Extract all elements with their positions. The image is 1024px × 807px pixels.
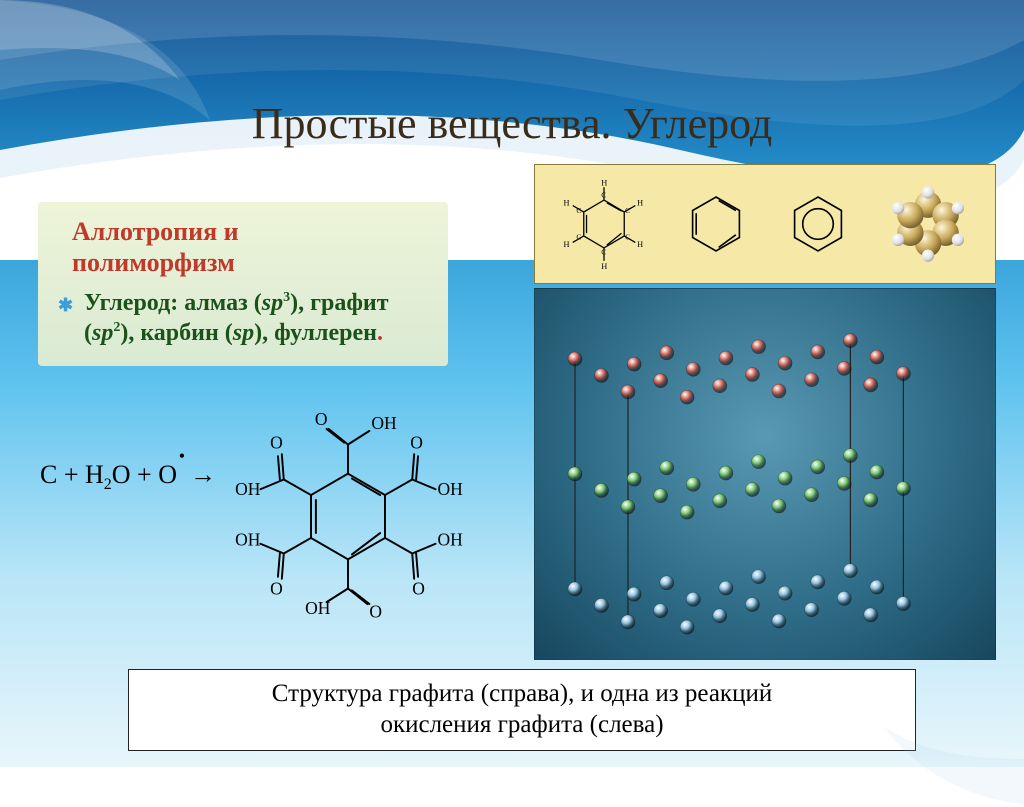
svg-text:H: H [637,199,643,208]
svg-text:H: H [601,262,607,270]
benzene-kekule-icon: H H H H H H C C C C C C [558,178,650,270]
svg-text:O: O [412,578,425,598]
bullet-star-icon: ✱ [58,294,73,317]
svg-text:OH: OH [235,530,261,550]
svg-text:O: O [270,432,283,452]
allotropy-heading-l2: полиморфизм [72,248,235,277]
graphite-structure-image [534,288,996,660]
reaction-equation: C + H2O + O → [40,460,216,494]
mellitic-acid-structure: O OH O OH O OH O OH O OH O OH [218,390,478,643]
benzene-circle-icon [782,188,854,260]
svg-text:OH: OH [438,479,464,499]
svg-text:C: C [625,206,630,215]
benzene-representations-panel: H H H H H H C C C C C C [534,164,996,284]
benzene-3d-icon [884,180,972,268]
allotropy-heading-l1: Аллотропия и [72,217,239,246]
svg-text:C: C [576,233,581,242]
svg-text:C: C [576,206,581,215]
svg-text:H: H [601,178,607,187]
svg-text:OH: OH [371,413,397,433]
allotropy-heading: Аллотропия и полиморфизм [72,216,432,278]
svg-text:C: C [601,190,606,199]
allotropy-box: Аллотропия и полиморфизм ✱ Углерод: алма… [38,202,448,366]
corner-decoration-br [784,627,1024,807]
benzene-hexagon-icon [680,188,752,260]
svg-text:O: O [315,409,328,429]
svg-text:H: H [564,240,570,249]
svg-text:O: O [369,602,382,622]
svg-text:H: H [637,240,643,249]
allotropy-body: ✱ Углерод: алмаз (sp3), графит (sp2), ка… [54,288,432,348]
svg-text:C: C [601,247,606,256]
caption-line1: Структура графита (справа), и одна из ре… [272,680,772,707]
slide-title: Простые вещества. Углерод [0,98,1024,149]
svg-text:C: C [625,233,630,242]
svg-text:OH: OH [438,530,464,550]
svg-text:OH: OH [305,598,331,618]
svg-text:OH: OH [235,479,261,499]
svg-text:O: O [410,432,423,452]
svg-text:H: H [564,199,570,208]
caption-line2: окисления графита (слева) [380,711,663,738]
svg-text:O: O [270,578,283,598]
